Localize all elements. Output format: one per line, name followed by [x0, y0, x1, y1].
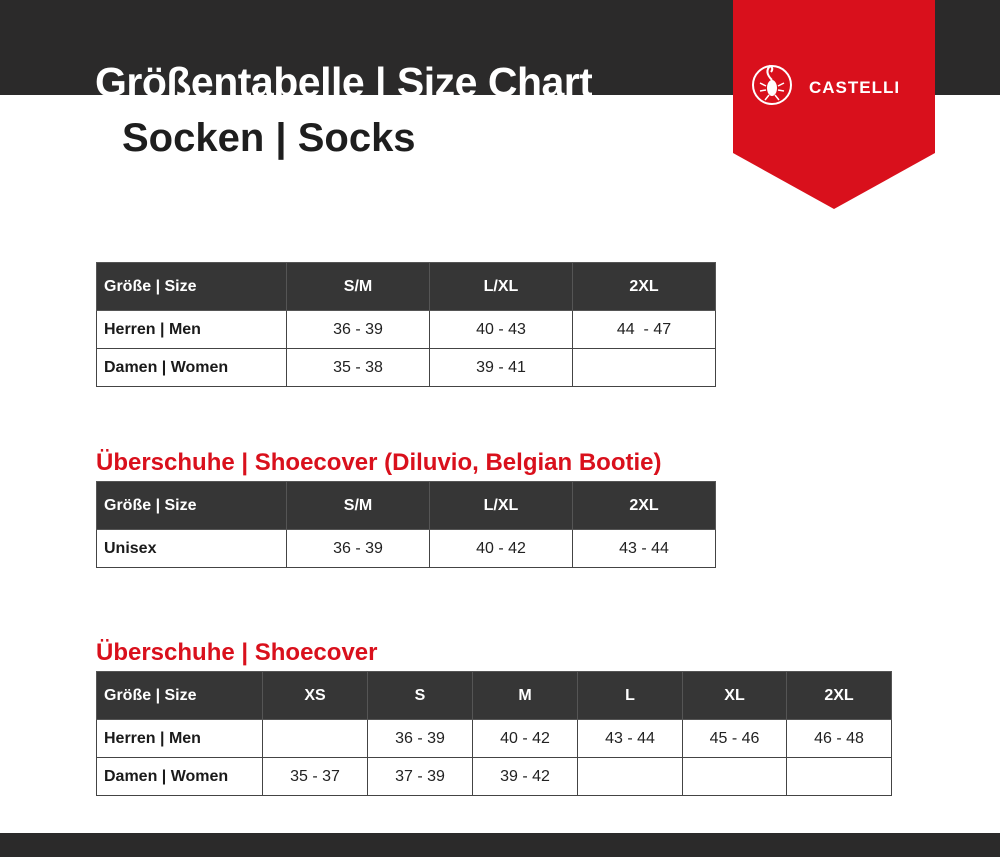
table-row: Unisex 36 - 39 40 - 42 43 - 44	[96, 529, 716, 568]
logo-text: CASTELLI	[809, 78, 900, 97]
table-cell: 43 - 44	[572, 529, 716, 568]
header-cell: M	[472, 671, 578, 720]
header-cell: S	[367, 671, 473, 720]
section-title: Überschuhe | Shoecover (Diluvio, Belgian…	[96, 449, 662, 476]
table-row: Herren | Men 36 - 39 40 - 42 43 - 44 45 …	[96, 719, 892, 758]
table-cell: 36 - 39	[286, 529, 430, 568]
table-cell: 40 - 42	[472, 719, 578, 758]
row-label: Damen | Women	[96, 348, 287, 387]
header-cell: Größe | Size	[96, 671, 263, 720]
table-cell: 39 - 41	[429, 348, 573, 387]
table-cell: 35 - 38	[286, 348, 430, 387]
table-cell: 36 - 39	[367, 719, 473, 758]
socks-size-table: Größe | Size S/M L/XL 2XL Herren | Men 3…	[96, 262, 716, 387]
table-row: Damen | Women 35 - 38 39 - 41	[96, 348, 716, 387]
header-cell: 2XL	[786, 671, 892, 720]
table-cell: 37 - 39	[367, 757, 473, 796]
table-cell: 39 - 42	[472, 757, 578, 796]
scorpion-icon	[759, 64, 785, 101]
table-header-row: Größe | Size S/M L/XL 2XL	[96, 262, 716, 311]
section-title: Überschuhe | Shoecover	[96, 639, 378, 666]
header-cell: 2XL	[572, 262, 716, 311]
table-cell: 46 - 48	[786, 719, 892, 758]
table-header-row: Größe | Size XS S M L XL 2XL	[96, 671, 892, 720]
header-cell: 2XL	[572, 481, 716, 530]
table-row: Damen | Women 35 - 37 37 - 39 39 - 42	[96, 757, 892, 796]
table-cell	[577, 757, 683, 796]
header-cell: XS	[262, 671, 368, 720]
header-cell: S/M	[286, 262, 430, 311]
table-cell: 40 - 43	[429, 310, 573, 349]
table-cell: 40 - 42	[429, 529, 573, 568]
table-cell: 36 - 39	[286, 310, 430, 349]
header-cell: Größe | Size	[96, 481, 287, 530]
header-cell: S/M	[286, 481, 430, 530]
table-cell	[786, 757, 892, 796]
row-label: Herren | Men	[96, 310, 287, 349]
shoecover-diluvio-size-table: Größe | Size S/M L/XL 2XL Unisex 36 - 39…	[96, 481, 716, 568]
table-cell: 35 - 37	[262, 757, 368, 796]
table-cell	[262, 719, 368, 758]
table-cell: 43 - 44	[577, 719, 683, 758]
table-cell: 45 - 46	[682, 719, 787, 758]
table-row: Herren | Men 36 - 39 40 - 43 44 - 47	[96, 310, 716, 349]
header-cell: L/XL	[429, 262, 573, 311]
header-cell: L	[577, 671, 683, 720]
footer-band	[0, 833, 1000, 857]
row-label: Herren | Men	[96, 719, 263, 758]
page-title: Größentabelle | Size Chart	[95, 59, 593, 95]
page-subtitle: Socken | Socks	[122, 116, 416, 160]
shoecover-size-table: Größe | Size XS S M L XL 2XL Herren | Me…	[96, 671, 892, 796]
row-label: Damen | Women	[96, 757, 263, 796]
table-cell: 44 - 47	[572, 310, 716, 349]
header-cell: Größe | Size	[96, 262, 287, 311]
table-cell	[572, 348, 716, 387]
row-label: Unisex	[96, 529, 287, 568]
castelli-logo-banner: CASTELLI	[733, 0, 935, 209]
header-cell: L/XL	[429, 481, 573, 530]
header-cell: XL	[682, 671, 787, 720]
table-cell	[682, 757, 787, 796]
table-header-row: Größe | Size S/M L/XL 2XL	[96, 481, 716, 530]
